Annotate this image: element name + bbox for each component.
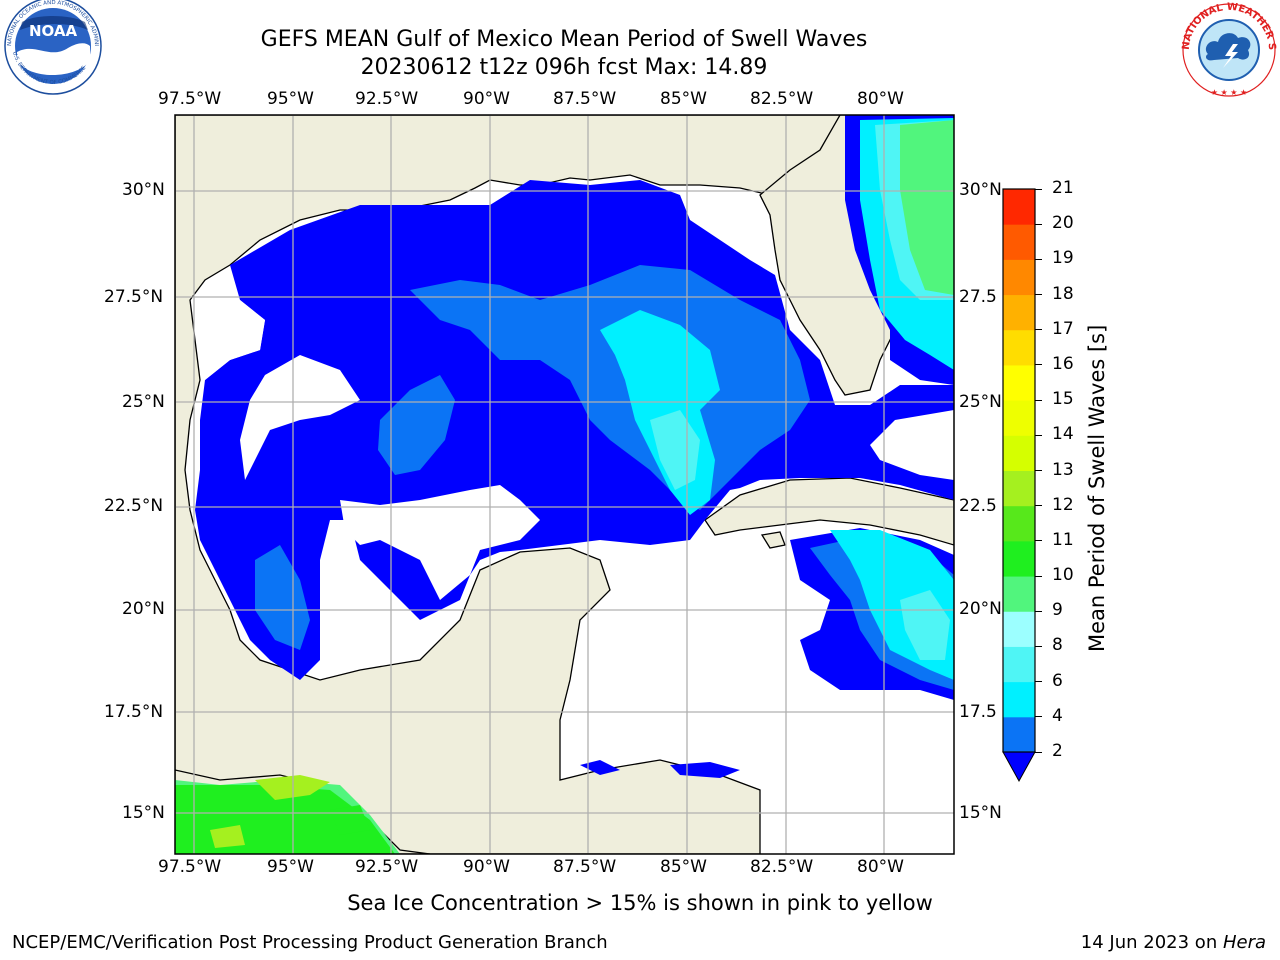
colorbar-tick-label: 13 (1052, 459, 1074, 480)
lon-label-top: 85°W (660, 89, 707, 109)
colorbar-segment (1003, 576, 1035, 612)
colorbar-segment (1003, 470, 1035, 507)
colorbar-segment (1003, 716, 1035, 753)
machine-name: Hera (1222, 932, 1266, 953)
colorbar-tick-mark (1035, 751, 1042, 753)
colorbar-segment (1003, 224, 1035, 260)
run-date: 14 Jun 2023 on Hera (1081, 932, 1266, 953)
colorbar-segment (1003, 329, 1035, 366)
lat-label-left: 22.5°N (104, 496, 164, 516)
colorbar-segment (1003, 400, 1035, 436)
lat-label-left: 25°N (122, 392, 165, 412)
colorbar-tick-mark (1035, 294, 1042, 296)
colorbar-tick-mark (1035, 681, 1042, 683)
lon-label-top: 80°W (857, 89, 904, 109)
lat-label-left: 15°N (122, 803, 165, 823)
lon-label-bottom: 90°W (463, 857, 510, 877)
colorbar-tick-mark (1035, 258, 1042, 260)
colorbar-tick-label: 18 (1052, 283, 1074, 304)
graticule (175, 115, 954, 854)
colorbar-segment (1003, 435, 1035, 471)
colorbar-tick-mark (1035, 610, 1042, 612)
colorbar-tick-label: 21 (1052, 178, 1074, 198)
colorbar-label: Mean Period of Swell Waves [s] (1085, 324, 1109, 652)
colorbar-tick-mark (1035, 399, 1042, 401)
plot-subtitle: 20230612 t12z 096h fcst Max: 14.89 (360, 55, 768, 80)
lon-label-top: 92.5°W (355, 89, 419, 109)
noaa-logo: NOAA NATIONAL OCEANIC AND ATMOSPHERIC AD… (0, 0, 102, 95)
lat-label-left: 30°N (122, 180, 165, 200)
colorbar-tick-mark (1035, 188, 1042, 190)
lon-label-top: 95°W (267, 89, 314, 109)
lat-label-right: 20°N (959, 599, 1002, 619)
colorbar-tick-label: 20 (1052, 213, 1074, 234)
colorbar-tick-label: 12 (1052, 494, 1074, 515)
lat-label-right: 30°N (959, 180, 1002, 200)
plot-title: GEFS MEAN Gulf of Mexico Mean Period of … (260, 27, 868, 52)
colorbar-segment (1003, 259, 1035, 296)
colorbar-tick-mark (1035, 329, 1042, 331)
lon-label-bottom: 92.5°W (355, 857, 419, 877)
lon-label-bottom: 95°W (267, 857, 314, 877)
credit-line: NCEP/EMC/Verification Post Processing Pr… (12, 932, 608, 953)
colorbar-tick-mark (1035, 223, 1042, 225)
colorbar-tick-label: 2 (1052, 741, 1063, 761)
colorbar-tick-mark (1035, 364, 1042, 366)
lat-label-left: 17.5°N (104, 702, 164, 722)
colorbar-tick-mark (1035, 505, 1042, 507)
lon-label-bottom: 82.5°W (750, 857, 814, 877)
lon-label-top: 97.5°W (158, 89, 222, 109)
colorbar-extend-arrow (1002, 751, 1036, 783)
colorbar-segment (1003, 681, 1035, 718)
colorbar-tick-mark (1035, 434, 1042, 436)
colorbar-segment (1003, 505, 1035, 542)
lon-label-top: 87.5°W (553, 89, 617, 109)
colorbar-tick-label: 6 (1052, 670, 1063, 691)
lon-label-top: 90°W (463, 89, 510, 109)
colorbar-segment (1003, 189, 1035, 225)
lat-label-right: 25°N (959, 392, 1002, 412)
colorbar-tick-label: 8 (1052, 635, 1063, 656)
sea-ice-note: Sea Ice Concentration > 15% is shown in … (0, 891, 1280, 915)
colorbar-segment (1003, 364, 1035, 401)
lat-label-left: 27.5°N (104, 287, 164, 307)
lon-label-bottom: 97.5°W (158, 857, 222, 877)
sea-ice-note-text: Sea Ice Concentration > 15% is shown in … (347, 891, 933, 915)
colorbar-tick-label: 15 (1052, 389, 1074, 410)
colorbar-tick-label: 4 (1052, 705, 1063, 726)
svg-text:NOAA: NOAA (29, 22, 78, 40)
colorbar-segment (1003, 646, 1035, 683)
colorbar-tick-mark (1035, 470, 1042, 471)
colorbar-tick-mark (1035, 645, 1042, 647)
lat-label-right: 22.5 (959, 496, 997, 516)
colorbar-tick-label: 9 (1052, 600, 1063, 621)
colorbar-tick-mark (1035, 540, 1042, 542)
lat-label-left: 20°N (122, 599, 165, 619)
colorbar-tick-mark (1035, 575, 1042, 577)
svg-text:★ ★ ★ ★: ★ ★ ★ ★ (1211, 88, 1247, 97)
lat-label-right: 27.5 (959, 287, 997, 307)
colorbar-tick-label: 14 (1052, 424, 1074, 445)
colorbar-segment (1003, 294, 1035, 331)
colorbar-tick-label: 19 (1052, 248, 1074, 269)
lat-label-right: 15°N (959, 803, 1002, 823)
colorbar-tick-label: 11 (1052, 529, 1074, 550)
lon-label-bottom: 80°W (857, 857, 904, 877)
colorbar (1002, 188, 1036, 783)
lat-label-right: 17.5 (959, 702, 997, 722)
colorbar-segment (1003, 611, 1035, 647)
nws-logo: NATIONAL WEATHER SERVICE ★ ★ ★ ★ (1178, 2, 1277, 97)
lon-label-bottom: 87.5°W (553, 857, 617, 877)
colorbar-segment (1003, 540, 1035, 577)
colorbar-tick-mark (1035, 716, 1042, 718)
colorbar-tick-label: 16 (1052, 353, 1074, 374)
colorbar-tick-label: 10 (1052, 565, 1074, 586)
colorbar-tick-label: 17 (1052, 318, 1074, 339)
lon-label-top: 82.5°W (750, 89, 814, 109)
map-frame (174, 114, 955, 855)
lon-label-bottom: 85°W (660, 857, 707, 877)
run-date-text: 14 Jun 2023 on (1080, 932, 1223, 953)
